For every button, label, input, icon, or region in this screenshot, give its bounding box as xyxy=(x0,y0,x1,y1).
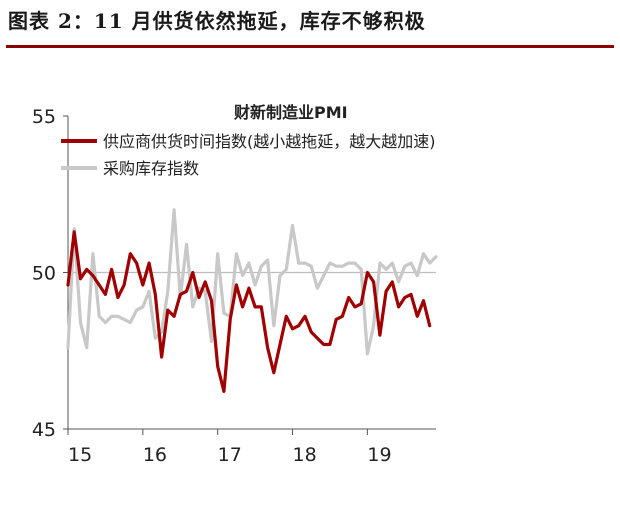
legend: 供应商供货时间指数(越小越拖延，越大越加速) 采购库存指数 xyxy=(61,132,436,178)
legend-label-inventory: 采购库存指数 xyxy=(103,159,199,178)
legend-label-supplier: 供应商供货时间指数(越小越拖延，越大越加速) xyxy=(103,132,436,151)
x-tick-label: 16 xyxy=(143,444,167,466)
line-chart: 55 50 45 15 16 17 18 19 财新制造业PMI 供应商供货时间指数(越小越拖… xyxy=(32,103,438,466)
series-line-purchase-inventory xyxy=(66,208,438,356)
x-tick-label: 17 xyxy=(218,444,242,466)
x-tick-label: 15 xyxy=(68,444,92,466)
x-tick-label: 19 xyxy=(367,444,391,466)
chart-title: 财新制造业PMI xyxy=(233,103,348,122)
y-tick-label: 45 xyxy=(32,419,56,441)
chart-frame: 55 50 45 15 16 17 18 19 财新制造业PMI 供应商供货时间指数(越小越拖… xyxy=(6,58,614,510)
y-tick-label: 55 xyxy=(32,106,56,128)
series-line-supplier-delivery xyxy=(66,230,432,393)
figure-heading: 图表 2：11 月供货依然拖延，库存不够积极 xyxy=(8,9,426,33)
x-tick-label: 18 xyxy=(293,444,317,466)
heading-rule xyxy=(6,45,614,48)
y-tick-label: 50 xyxy=(32,263,56,285)
